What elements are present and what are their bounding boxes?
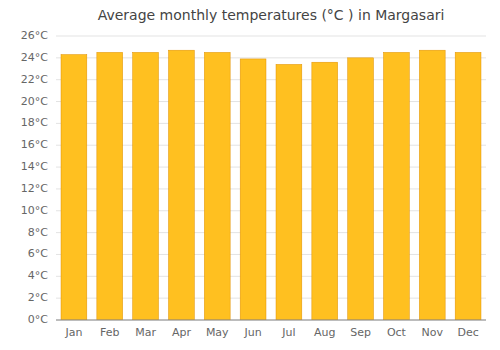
bar xyxy=(61,55,87,320)
y-tick-label: 8°C xyxy=(28,226,48,239)
x-tick-label: Apr xyxy=(172,326,192,339)
y-tick-label: 16°C xyxy=(21,138,48,151)
bar xyxy=(384,52,410,320)
bar xyxy=(133,52,159,320)
x-axis-line xyxy=(56,320,486,321)
x-tick-label: Jan xyxy=(64,326,82,339)
y-tick-label: 4°C xyxy=(28,269,48,282)
page: {"chart_data": {"type": "bar", "title": … xyxy=(0,0,500,350)
bar xyxy=(455,52,481,320)
y-tick-label: 2°C xyxy=(28,291,48,304)
y-tick-label: 0°C xyxy=(28,313,48,326)
chart: 0°C 2°C 4°C 6°C 8°C 10°C 12°C 14°C 16°C 18°C 20°C 2… xyxy=(0,0,500,350)
y-tick-label: 12°C xyxy=(21,182,48,195)
bar xyxy=(97,52,123,320)
bar xyxy=(312,62,338,320)
x-tick-label: Oct xyxy=(387,326,407,339)
bar xyxy=(276,64,302,320)
x-tick-label: Aug xyxy=(314,326,335,339)
x-tick-label: Jun xyxy=(243,326,261,339)
bars xyxy=(61,50,481,320)
y-tick-label: 24°C xyxy=(21,51,48,64)
y-tick-label: 6°C xyxy=(28,247,48,260)
title: Average monthly temperatures (°C ) in Ma… xyxy=(98,7,445,23)
x-tick-label: Dec xyxy=(457,326,478,339)
y-tick-label: 26°C xyxy=(21,29,48,42)
y-tick-label: 20°C xyxy=(21,95,48,108)
bar xyxy=(204,52,230,320)
grid-line xyxy=(56,36,486,37)
grid-line xyxy=(56,320,486,321)
y-axis: 0°C 2°C 4°C 6°C 8°C 10°C 12°C 14°C 16°C 18°C 20°C 2… xyxy=(21,29,48,326)
bar xyxy=(348,58,374,320)
bar xyxy=(240,59,266,320)
bar xyxy=(169,50,195,320)
x-axis: Jan Feb Mar Apr May Jun Jul Aug Sep Oct Nov Dec xyxy=(56,320,486,339)
y-tick-label: 18°C xyxy=(21,116,48,129)
x-tick-label: Mar xyxy=(135,326,156,339)
x-tick-label: Feb xyxy=(100,326,119,339)
x-tick-label: Sep xyxy=(350,326,371,339)
y-tick-label: 22°C xyxy=(21,73,48,86)
y-tick-label: 14°C xyxy=(21,160,48,173)
bar xyxy=(419,50,445,320)
y-grid xyxy=(56,36,486,320)
x-tick-label: Jul xyxy=(281,326,295,339)
x-tick-label: Nov xyxy=(422,326,444,339)
y-tick-label: 10°C xyxy=(21,204,48,217)
x-tick-label: May xyxy=(206,326,229,339)
